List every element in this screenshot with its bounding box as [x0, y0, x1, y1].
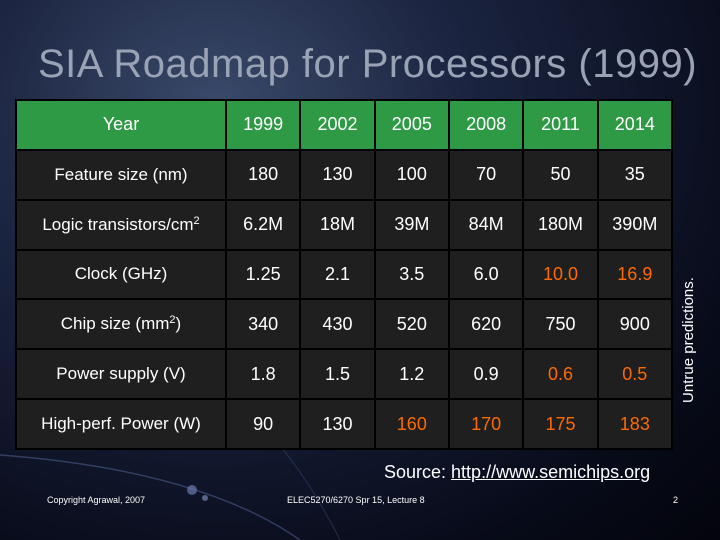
header-year-2002: 2002: [299, 99, 376, 151]
row-label-superscript: 2: [169, 314, 176, 327]
header-year-2011: 2011: [522, 99, 599, 151]
table-cell: 520: [373, 298, 450, 351]
footer-course: ELEC5270/6270 Spr 15, Lecture 8: [287, 495, 425, 505]
table-cell: 1.2: [373, 348, 450, 401]
source-line: Source: http://www.semichips.org: [384, 462, 650, 483]
table-row: Chip size (mm2) 340 430 520 620 750 900: [15, 298, 674, 351]
row-label-superscript: 2: [193, 214, 200, 227]
table-cell: 180: [224, 148, 302, 201]
table-cell: 160: [373, 398, 450, 450]
table-cell: 750: [522, 298, 599, 351]
table-cell: 1.25: [224, 248, 302, 301]
row-label-text: Power supply (V): [56, 364, 186, 384]
row-label: Logic transistors/cm2: [15, 198, 227, 251]
header-year-2008: 2008: [447, 99, 525, 151]
table-row: Clock (GHz) 1.25 2.1 3.5 6.0 10.0 16.9: [15, 248, 674, 301]
table-cell: 16.9: [596, 248, 674, 301]
row-label: Chip size (mm2): [15, 298, 227, 351]
row-label-text: Logic transistors/cm: [42, 214, 194, 234]
page-number: 2: [673, 495, 679, 505]
table-cell: 6.0: [447, 248, 525, 301]
table-cell: 183: [596, 398, 674, 450]
header-year-2005: 2005: [373, 99, 450, 151]
table-cell: 130: [299, 398, 376, 450]
table-cell: 340: [224, 298, 302, 351]
table-cell: 6.2M: [224, 198, 302, 251]
header-year-label: Year: [15, 99, 227, 151]
header-year-2014: 2014: [596, 99, 674, 151]
table-cell: 2.1: [299, 248, 376, 301]
table-cell: 0.9: [447, 348, 525, 401]
row-label: Clock (GHz): [15, 248, 227, 301]
table-cell: 180M: [522, 198, 599, 251]
table-header-row: Year 1999 2002 2005 2008 2011 2014: [15, 99, 674, 151]
footer-copyright: Copyright Agrawal, 2007: [47, 495, 146, 505]
table-cell: 0.5: [596, 348, 674, 401]
row-label-text: Clock (GHz): [74, 264, 168, 284]
table-cell: 1.8: [224, 348, 302, 401]
source-link[interactable]: http://www.semichips.org: [451, 462, 651, 482]
table-cell: 84M: [447, 198, 525, 251]
table-cell: 430: [299, 298, 376, 351]
table-row: High-perf. Power (W) 90 130 160 170 175 183: [15, 398, 674, 450]
side-note: Untrue predictions.: [680, 277, 697, 403]
table-cell: 70: [447, 148, 525, 201]
row-label-text: High-perf. Power (W): [41, 414, 201, 434]
table-cell: 1.5: [299, 348, 376, 401]
row-label-text: Feature size (nm): [54, 164, 188, 184]
table-cell: 390M: [596, 198, 674, 251]
table-row: Power supply (V) 1.8 1.5 1.2 0.9 0.6 0.5: [15, 348, 674, 401]
row-label: Feature size (nm): [15, 148, 227, 201]
table-cell: 10.0: [522, 248, 599, 301]
slide-title: SIA Roadmap for Processors (1999): [38, 42, 698, 86]
table-cell: 620: [447, 298, 525, 351]
row-label-suffix: ): [175, 314, 182, 334]
roadmap-table: Year 1999 2002 2005 2008 2011 2014 Feature size…: [15, 99, 674, 450]
table-cell: 39M: [373, 198, 450, 251]
table-cell: 130: [299, 148, 376, 201]
header-year-1999: 1999: [224, 99, 302, 151]
table-cell: 900: [596, 298, 674, 351]
row-label: Power supply (V): [15, 348, 227, 401]
table-row: Feature size (nm) 180 130 100 70 50 35: [15, 148, 674, 201]
table-cell: 50: [522, 148, 599, 201]
table-cell: 170: [447, 398, 525, 450]
table-cell: 0.6: [522, 348, 599, 401]
table-cell: 3.5: [373, 248, 450, 301]
table-cell: 90: [224, 398, 302, 450]
table-cell: 175: [522, 398, 599, 450]
table-cell: 35: [596, 148, 674, 201]
row-label: High-perf. Power (W): [15, 398, 227, 450]
source-prefix: Source:: [384, 462, 452, 482]
table-cell: 100: [373, 148, 450, 201]
row-label-text: Chip size (mm: [60, 314, 170, 334]
table-cell: 18M: [299, 198, 376, 251]
table-row: Logic transistors/cm2 6.2M 18M 39M 84M 180M 39…: [15, 198, 674, 251]
